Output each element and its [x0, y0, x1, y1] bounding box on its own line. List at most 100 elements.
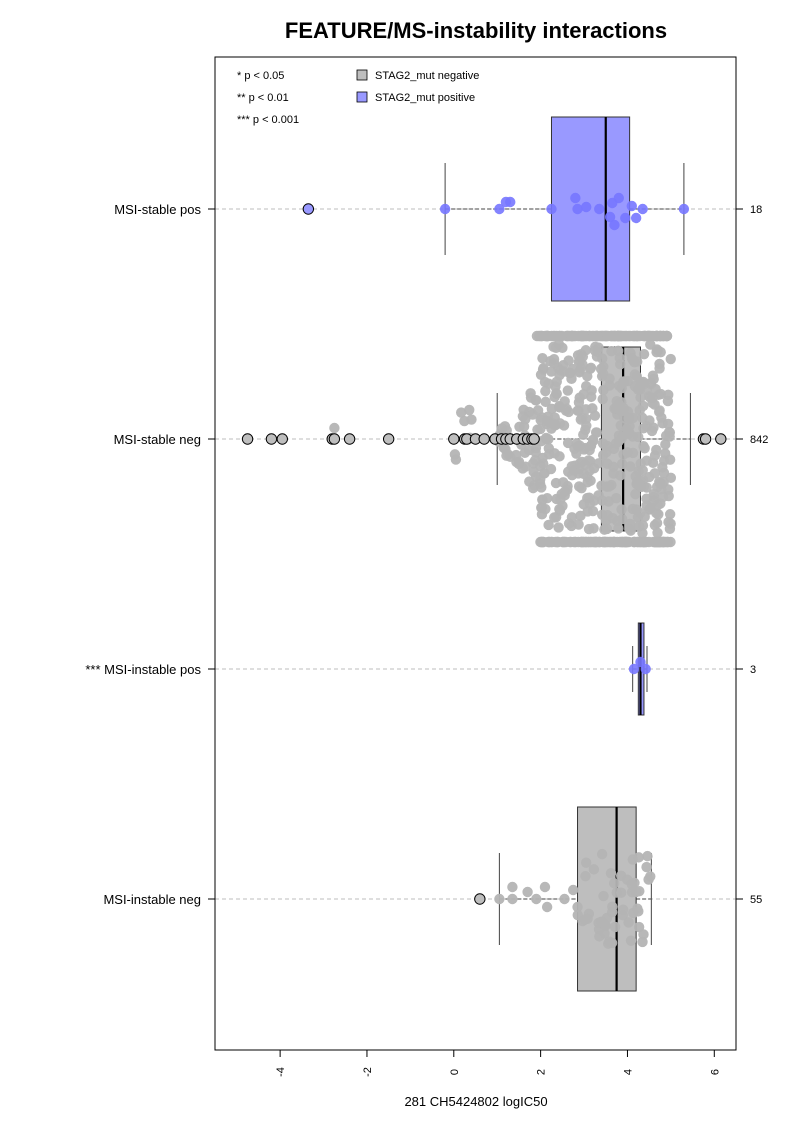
- data-point: [596, 495, 608, 506]
- data-point: [577, 915, 588, 927]
- data-point: [594, 931, 605, 942]
- data-point: [562, 385, 574, 396]
- data-point: [597, 438, 609, 449]
- data-point: [582, 477, 593, 488]
- legend-swatch-negative: [356, 69, 368, 81]
- data-point: [543, 443, 555, 454]
- data-point: [578, 468, 589, 479]
- data-point: [494, 203, 505, 215]
- data-point: [631, 330, 643, 342]
- data-point: [507, 881, 518, 893]
- data-point: [573, 481, 585, 492]
- data-point: [589, 410, 601, 421]
- data-point: [630, 886, 642, 898]
- data-point: [623, 412, 634, 424]
- data-point: [648, 495, 659, 507]
- data-point: [535, 369, 547, 380]
- data-point: [574, 440, 585, 451]
- outlier-point: [699, 433, 712, 445]
- data-point: [574, 392, 585, 403]
- data-point: [567, 884, 579, 896]
- data-point: [543, 519, 554, 531]
- data-point: [597, 450, 609, 461]
- data-point: [635, 392, 646, 403]
- data-point: [537, 353, 548, 364]
- legend-swatch-positive: [356, 91, 368, 103]
- data-point: [610, 438, 622, 449]
- data-point: [657, 461, 668, 473]
- outlier-point: [528, 433, 540, 445]
- data-point: [641, 384, 653, 395]
- data-point: [563, 406, 574, 418]
- group-msi-instable-neg: MSI-instable neg 55: [103, 806, 762, 992]
- data-point: [572, 901, 583, 913]
- data-point: [530, 455, 541, 466]
- category-label: *** MSI-instable pos: [85, 662, 201, 677]
- legend-significance-3: *** p < 0.001: [237, 114, 299, 126]
- data-point: [637, 465, 648, 476]
- data-point: [590, 427, 602, 438]
- data-point: [608, 878, 620, 889]
- data-point: [455, 407, 467, 418]
- data-point: [573, 519, 584, 530]
- data-point: [518, 404, 529, 415]
- data-point: [559, 893, 570, 905]
- data-point: [550, 381, 561, 392]
- data-point: [575, 510, 586, 522]
- outlier-point: [715, 433, 727, 445]
- legend-label-positive: STAG2_mut positive: [375, 92, 475, 104]
- data-point: [651, 507, 662, 519]
- data-point: [632, 476, 643, 488]
- chart-title: FEATURE/MS-instability interactions: [285, 18, 667, 43]
- data-point: [545, 355, 556, 367]
- count-label: 55: [750, 894, 762, 906]
- data-point: [591, 330, 603, 342]
- data-point: [640, 663, 651, 675]
- data-point: [616, 458, 628, 470]
- data-point: [657, 491, 669, 503]
- data-point: [637, 412, 648, 423]
- data-point: [501, 450, 512, 461]
- data-point: [662, 418, 674, 430]
- category-label: MSI-instable neg: [103, 892, 201, 907]
- data-point: [588, 463, 600, 474]
- outlier-point: [343, 433, 356, 445]
- data-point: [588, 523, 599, 534]
- data-point: [625, 461, 636, 472]
- data-point: [510, 449, 522, 461]
- data-point: [580, 870, 591, 882]
- data-point: [651, 536, 662, 548]
- group-msi-stable-pos: MSI-stable pos 18: [114, 116, 762, 302]
- data-point: [616, 504, 627, 515]
- x-tick-label: 2: [536, 1069, 548, 1075]
- data-point: [606, 346, 617, 357]
- data-point: [627, 447, 639, 459]
- outlier-point: [474, 893, 486, 905]
- data-point: [546, 366, 557, 377]
- data-point: [632, 903, 643, 914]
- data-point: [590, 341, 601, 353]
- outlier-point: [302, 203, 315, 215]
- data-point: [641, 861, 652, 873]
- data-point: [613, 192, 624, 204]
- data-point: [647, 370, 659, 381]
- data-point: [660, 439, 671, 450]
- category-label: MSI-stable pos: [114, 202, 201, 217]
- data-point: [527, 409, 538, 420]
- data-point: [639, 511, 650, 523]
- data-point: [637, 203, 648, 215]
- data-point: [633, 852, 644, 863]
- data-point: [658, 536, 670, 548]
- category-label: MSI-stable neg: [114, 432, 201, 447]
- data-point: [563, 518, 575, 529]
- data-point: [459, 415, 470, 427]
- data-point: [575, 414, 587, 425]
- data-point: [554, 504, 565, 515]
- data-point: [651, 444, 662, 456]
- data-point: [618, 449, 629, 460]
- data-point: [678, 203, 690, 215]
- data-point: [548, 341, 559, 353]
- data-point: [665, 353, 676, 365]
- outlier-point: [276, 433, 288, 445]
